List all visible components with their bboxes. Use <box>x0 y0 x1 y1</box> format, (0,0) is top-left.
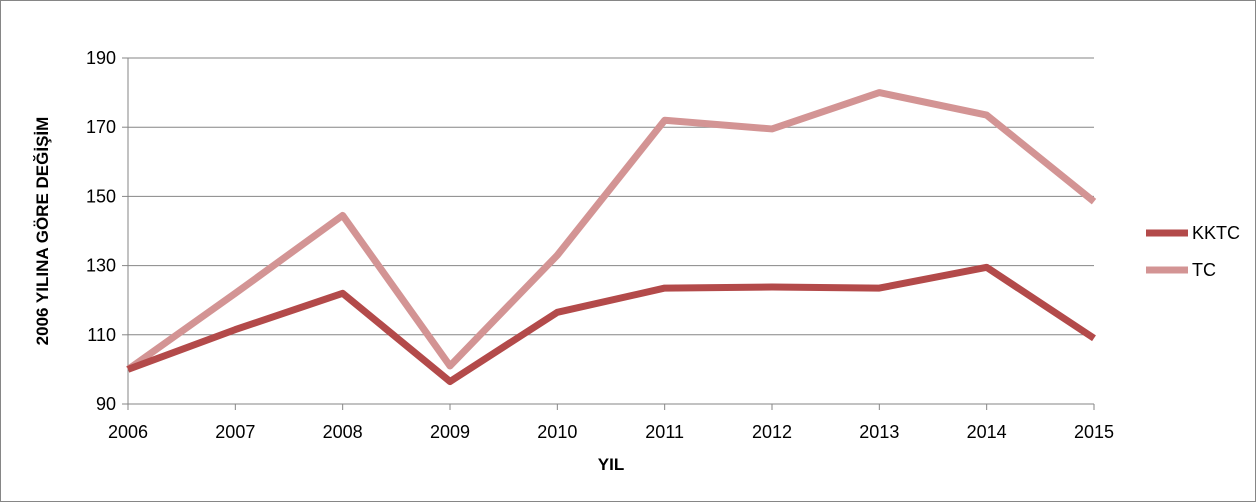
series-line-kktc <box>126 263 1096 386</box>
x-axis-ticks: 2006 2007 2008 2009 2010 2011 2012 2013 2014 2015 <box>108 404 1114 442</box>
y-tick-label: 110 <box>87 325 116 345</box>
series-lines <box>125 89 1097 386</box>
x-tick-label: 2010 <box>537 422 577 442</box>
y-tick-label: 150 <box>86 186 116 206</box>
x-tick-label: 2013 <box>859 422 899 442</box>
legend: KKTC TC <box>1146 223 1240 280</box>
y-tick-label: 130 <box>86 256 116 276</box>
x-tick-label: 2006 <box>108 422 148 442</box>
legend-label-tc: TC <box>1192 260 1216 280</box>
y-tick-label: 90 <box>96 394 116 414</box>
x-tick-label: 2008 <box>323 422 363 442</box>
axes <box>127 58 1094 405</box>
y-axis-ticks: 90 110 130 150 170 190 <box>86 48 128 414</box>
y-tick-label: 170 <box>86 117 116 137</box>
x-tick-label: 2015 <box>1074 422 1114 442</box>
legend-label-kktc: KKTC <box>1192 223 1240 243</box>
series-line-tc <box>125 89 1097 373</box>
x-tick-label: 2009 <box>430 422 470 442</box>
gridlines <box>128 57 1094 336</box>
x-tick-label: 2011 <box>645 422 684 442</box>
x-axis-title: YIL <box>598 455 624 474</box>
y-axis-title: 2006 YILINA GÖRE DEĞİŞİM <box>33 117 52 346</box>
y-tick-label: 190 <box>86 48 116 68</box>
x-tick-label: 2014 <box>967 422 1007 442</box>
x-tick-label: 2007 <box>215 422 255 442</box>
x-tick-label: 2012 <box>752 422 792 442</box>
